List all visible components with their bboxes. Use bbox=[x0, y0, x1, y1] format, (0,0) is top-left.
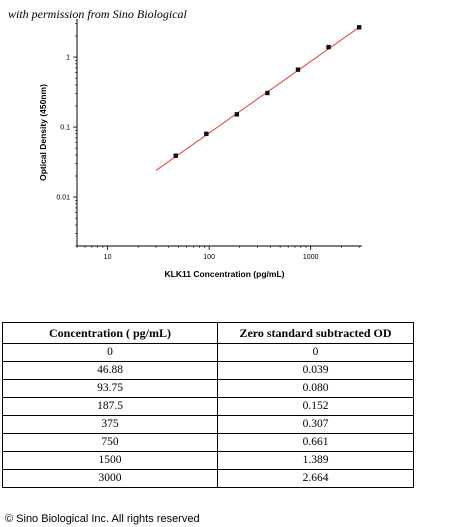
concentration-cell: 3000 bbox=[2, 469, 218, 488]
fit-line bbox=[155, 26, 360, 171]
fit-line-path bbox=[155, 26, 360, 171]
x-axis-ticks: 10 100 1000 bbox=[76, 246, 360, 261]
table-row: 3000 2.664 bbox=[2, 469, 414, 488]
copyright-footer: © Sino Biological Inc. All rights reserv… bbox=[5, 513, 200, 525]
standard-curve-chart: 10 100 1000 1 0.1 0.01 KLK11 Concentration (… bbox=[38, 19, 362, 279]
od-cell: 0.152 bbox=[217, 397, 414, 416]
concentration-cell: 46.88 bbox=[2, 361, 218, 380]
plot-frame bbox=[76, 19, 362, 247]
concentration-cell: 375 bbox=[2, 415, 218, 434]
x-tick-label: 1000 bbox=[303, 254, 319, 261]
data-point bbox=[173, 153, 178, 158]
data-point bbox=[326, 44, 331, 50]
x-tick-label: 100 bbox=[203, 254, 215, 261]
od-cell: 0.307 bbox=[217, 415, 414, 434]
od-cell: 0.039 bbox=[217, 361, 414, 380]
concentration-od-table: Concentration ( pg/mL) Zero standard sub… bbox=[2, 322, 414, 488]
concentration-cell: 750 bbox=[2, 433, 218, 452]
od-cell: 0.661 bbox=[217, 433, 414, 452]
od-cell: 0 bbox=[217, 343, 414, 362]
x-axis-title: KLK11 Concentration (pg/mL) bbox=[165, 269, 285, 279]
od-cell: 0.080 bbox=[217, 379, 414, 398]
table-row: 375 0.307 bbox=[2, 415, 414, 434]
data-point bbox=[356, 25, 362, 30]
table-row: 750 0.661 bbox=[2, 433, 414, 452]
data-point bbox=[204, 131, 209, 137]
data-point bbox=[234, 112, 240, 117]
x-tick-label: 10 bbox=[104, 254, 112, 261]
data-point bbox=[265, 90, 270, 96]
y-axis-ticks: 1 0.1 0.01 bbox=[56, 23, 77, 247]
table-row: 93.75 0.080 bbox=[2, 379, 414, 398]
table-row: 46.88 0.039 bbox=[2, 361, 414, 380]
y-axis-title: Optical Density (450nm) bbox=[38, 84, 48, 181]
table-row: 187.5 0.152 bbox=[2, 397, 414, 416]
concentration-cell: 0 bbox=[2, 343, 218, 362]
concentration-cell: 187.5 bbox=[2, 397, 218, 416]
od-cell: 2.664 bbox=[217, 469, 414, 488]
column-header-concentration: Concentration ( pg/mL) bbox=[2, 322, 218, 344]
y-tick-label: 1 bbox=[66, 55, 70, 62]
od-cell: 1.389 bbox=[217, 451, 414, 470]
table-header-row: Concentration ( pg/mL) Zero standard sub… bbox=[2, 322, 414, 344]
concentration-cell: 93.75 bbox=[2, 379, 218, 398]
data-point bbox=[295, 67, 301, 72]
permission-credit: with permission from Sino Biological bbox=[8, 7, 187, 21]
y-tick-label: 0.1 bbox=[60, 125, 70, 132]
y-tick-label: 0.01 bbox=[56, 195, 70, 202]
column-header-od: Zero standard subtracted OD bbox=[217, 322, 414, 344]
concentration-cell: 1500 bbox=[2, 451, 218, 470]
table-row: 1500 1.389 bbox=[2, 451, 414, 470]
data-points bbox=[173, 25, 362, 158]
